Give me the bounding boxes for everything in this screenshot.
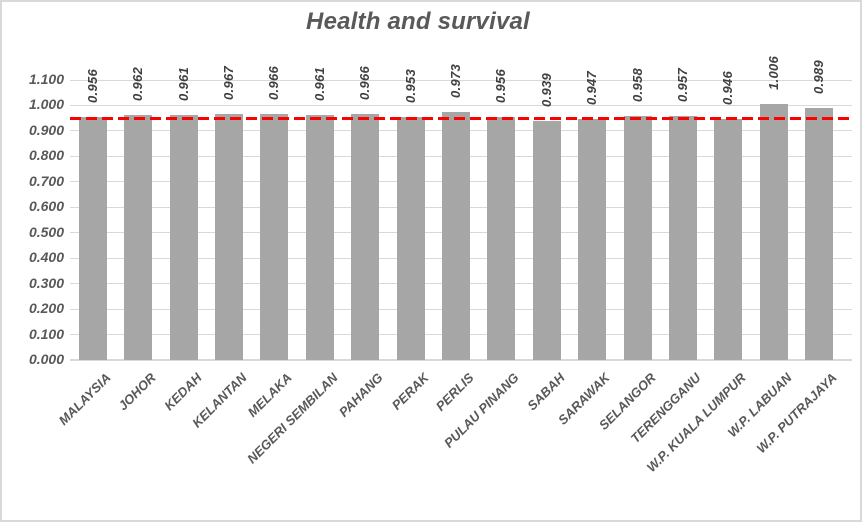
bar <box>578 118 607 360</box>
y-axis-tick-label: 1.000 <box>28 96 64 113</box>
y-axis-tick-label: 0.400 <box>28 249 64 266</box>
y-axis-tick-label: 0.200 <box>28 300 64 317</box>
y-axis-tick-label: 1.100 <box>28 71 64 87</box>
y-axis-tick-label: 0.800 <box>28 147 64 164</box>
bar <box>169 115 198 360</box>
reference-line <box>70 116 852 120</box>
y-axis-tick-label: 0.500 <box>28 223 64 240</box>
bar <box>759 103 788 360</box>
y-axis-tick-label: 0.100 <box>28 325 64 342</box>
bar <box>260 114 289 360</box>
bar <box>532 120 561 360</box>
bar-value-label: 0.939 <box>538 72 554 107</box>
bar <box>78 116 107 360</box>
bar <box>669 116 698 360</box>
bar <box>623 116 652 360</box>
bar <box>396 117 425 360</box>
bar-value-label: 0.989 <box>811 60 827 95</box>
y-axis-tick-label: 0.900 <box>28 121 64 138</box>
bar-value-label: 0.956 <box>84 68 100 103</box>
bar-value-label: 0.967 <box>220 65 236 100</box>
bar-value-label: 0.961 <box>311 67 327 102</box>
bar <box>124 115 153 360</box>
bar-value-label: 0.966 <box>266 66 282 101</box>
bar <box>305 115 334 360</box>
bar-value-label: 0.962 <box>130 67 146 102</box>
bar-value-label: 0.946 <box>720 71 736 106</box>
bar <box>487 116 516 360</box>
bar <box>214 113 243 360</box>
y-axis-tick-label: 0.700 <box>28 172 64 189</box>
bar-value-label: 0.956 <box>493 68 509 103</box>
y-axis-tick-label: 0.600 <box>28 198 64 215</box>
y-axis-tick-label: 0.300 <box>28 274 64 291</box>
bar-value-label: 0.966 <box>357 66 373 101</box>
bar <box>351 114 380 360</box>
y-axis-tick-label: 0.000 <box>28 351 64 367</box>
bar-value-label: 0.947 <box>584 70 600 105</box>
chart-title: Health and survival <box>306 8 530 35</box>
bar-value-label: 0.953 <box>402 69 418 104</box>
bar-value-label: 0.957 <box>675 68 691 103</box>
x-axis-line <box>70 359 852 361</box>
bar <box>442 112 470 360</box>
bar-value-label: 0.973 <box>448 64 463 99</box>
bar-value-label: 1.006 <box>765 55 781 90</box>
bar-value-label: 0.958 <box>629 68 645 103</box>
bar <box>805 108 834 360</box>
bar-value-label: 0.961 <box>175 67 191 102</box>
gridline <box>70 79 852 81</box>
bar <box>714 119 743 360</box>
gridline <box>70 104 852 106</box>
